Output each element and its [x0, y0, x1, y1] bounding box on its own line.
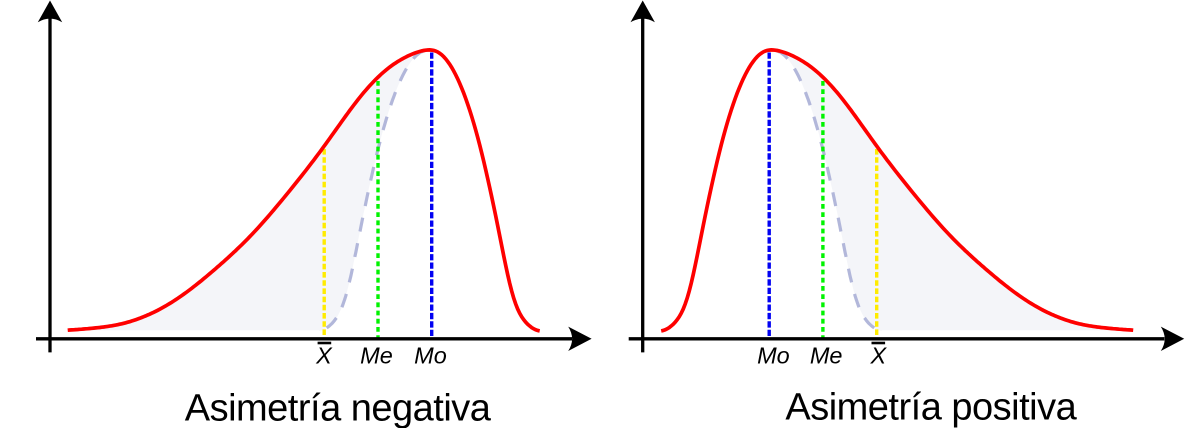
svg-text:Asimetría negativa: Asimetría negativa — [185, 388, 492, 428]
svg-text:Asimetría positiva: Asimetría positiva — [785, 387, 1077, 428]
svg-text:Me: Me — [360, 343, 393, 369]
svg-text:X: X — [869, 343, 887, 369]
svg-text:Mo: Mo — [757, 343, 790, 369]
svg-text:Me: Me — [810, 343, 843, 369]
svg-text:Mo: Mo — [414, 343, 447, 369]
svg-text:X: X — [315, 343, 333, 369]
